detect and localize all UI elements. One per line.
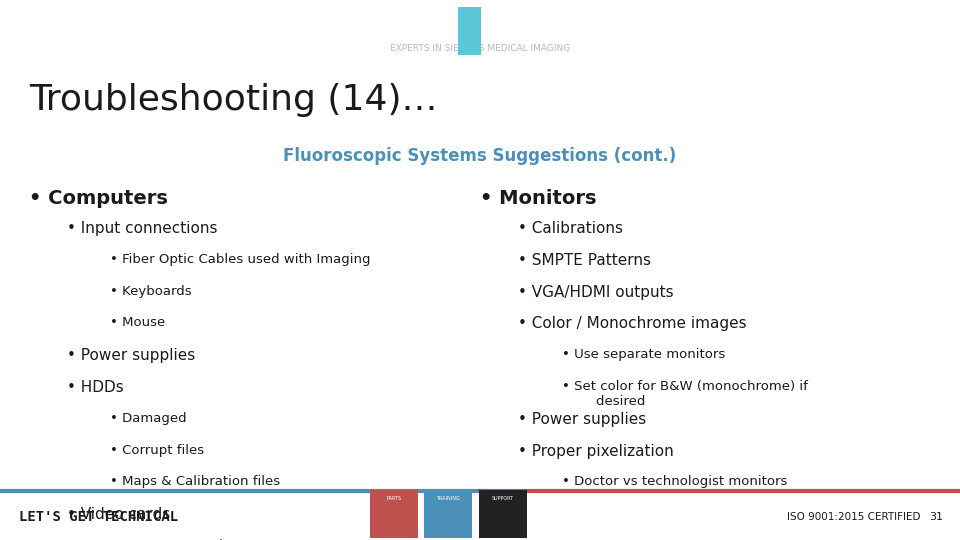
Text: • Power supplies: • Power supplies xyxy=(518,412,647,427)
Text: • Damaged: • Damaged xyxy=(110,412,187,425)
Text: TRAINING: TRAINING xyxy=(437,496,460,502)
Bar xyxy=(370,490,418,538)
Text: • Proper pixelization: • Proper pixelization xyxy=(518,444,674,458)
Text: • Power supplies: • Power supplies xyxy=(67,348,196,363)
Text: • Computers: • Computers xyxy=(29,190,168,208)
Text: Fluoroscopic Systems Suggestions (cont.): Fluoroscopic Systems Suggestions (cont.) xyxy=(283,147,677,165)
Text: • Corrupt files: • Corrupt files xyxy=(110,444,204,457)
Text: • Video cards: • Video cards xyxy=(67,507,171,522)
Text: • SMPTE Patterns: • SMPTE Patterns xyxy=(518,253,652,268)
Text: EXPERTS IN SIEMENS MEDICAL IMAGING: EXPERTS IN SIEMENS MEDICAL IMAGING xyxy=(390,44,570,53)
Bar xyxy=(424,490,472,538)
Text: • Use separate monitors: • Use separate monitors xyxy=(562,348,725,361)
Text: • Calibrations: • Calibrations xyxy=(518,221,623,236)
Text: ISO 9001:2015 CERTIFIED: ISO 9001:2015 CERTIFIED xyxy=(787,512,921,522)
Text: • Set color for B&W (monochrome) if
        desired: • Set color for B&W (monochrome) if desi… xyxy=(562,380,807,408)
Bar xyxy=(458,8,481,55)
Text: • Image processing: • Image processing xyxy=(110,539,240,540)
Text: • Mouse: • Mouse xyxy=(110,316,166,329)
Text: • HDDs: • HDDs xyxy=(67,380,124,395)
Text: • Keyboards: • Keyboards xyxy=(110,285,192,298)
Text: Troubleshooting (14)…: Troubleshooting (14)… xyxy=(29,83,438,117)
Text: • Fiber Optic Cables used with Imaging: • Fiber Optic Cables used with Imaging xyxy=(110,253,371,266)
Text: LET'S GET TECHNICAL: LET'S GET TECHNICAL xyxy=(19,510,179,524)
Text: • VGA/HDMI outputs: • VGA/HDMI outputs xyxy=(518,285,674,300)
Text: • Doctor vs technologist monitors: • Doctor vs technologist monitors xyxy=(562,475,787,488)
Text: • Input connections: • Input connections xyxy=(67,221,218,236)
Text: SUPPORT: SUPPORT xyxy=(492,496,515,502)
Text: • Maps & Calibration files: • Maps & Calibration files xyxy=(110,475,280,488)
Text: TECHNICAL   PROSPECTS: TECHNICAL PROSPECTS xyxy=(354,11,606,29)
Text: • Monitors: • Monitors xyxy=(480,190,596,208)
Text: PARTS: PARTS xyxy=(386,496,401,502)
Text: • Color / Monochrome images: • Color / Monochrome images xyxy=(518,316,747,332)
Bar xyxy=(479,490,527,538)
Text: 31: 31 xyxy=(929,512,944,522)
